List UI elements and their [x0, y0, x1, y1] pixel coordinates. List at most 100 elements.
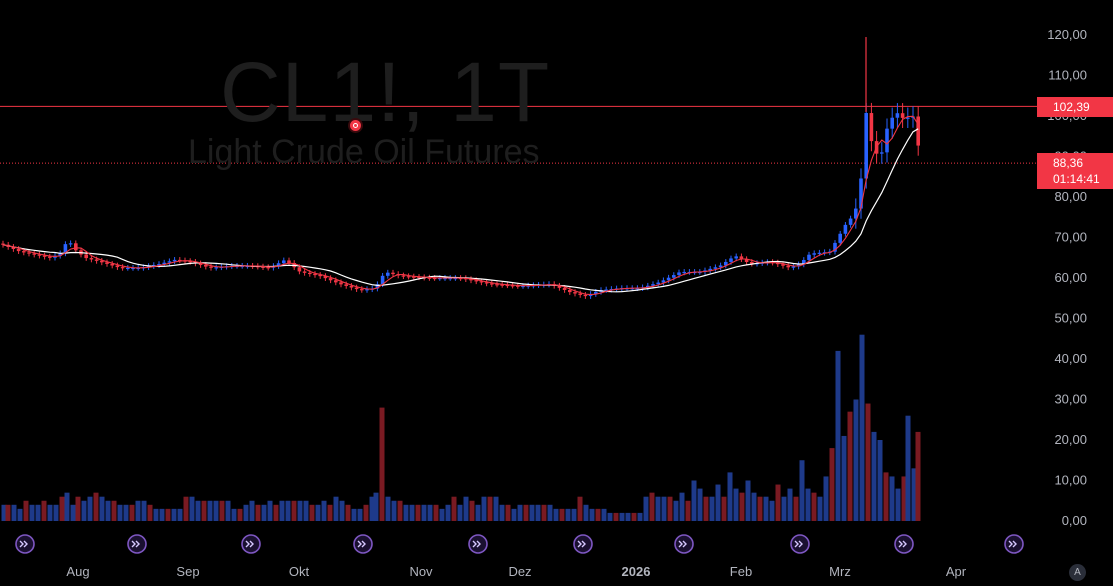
volume-bar [303, 500, 309, 521]
candle-body [484, 282, 489, 284]
dividend-arrow-icon[interactable] [1004, 534, 1024, 554]
candle-body [594, 291, 598, 294]
dividend-arrow-icon[interactable] [353, 534, 373, 554]
candle-body [583, 294, 588, 297]
candle-body [354, 287, 359, 290]
candle-body [906, 117, 910, 119]
candle-body [635, 288, 640, 290]
volume-bar [153, 508, 159, 521]
candle-body [651, 284, 655, 286]
candle-body [505, 284, 510, 287]
volume-bar [745, 480, 751, 521]
news-event-icon[interactable] [350, 120, 361, 131]
volume-bar [487, 496, 493, 521]
volume-bar [75, 496, 81, 521]
dividend-arrow-icon[interactable] [573, 534, 593, 554]
volume-bar [911, 468, 917, 521]
volume-bar [29, 504, 35, 521]
candle-body [474, 280, 478, 282]
event-marker-circle [894, 534, 914, 554]
candle-body [287, 260, 291, 264]
candle-body [812, 253, 816, 255]
y-tick-label: 120,00 [1047, 27, 1087, 42]
candle-body [713, 267, 718, 269]
current-price: 88,36 [1053, 156, 1084, 170]
candle-body [27, 252, 31, 254]
volume-bar [195, 500, 201, 521]
volume-bar [11, 504, 17, 521]
time-axis: Aug Sep Okt Nov Dez 2026 Feb Mrz Apr [66, 564, 966, 579]
volume-bar [333, 496, 339, 521]
dividend-arrow-icon[interactable] [241, 534, 261, 554]
candle-body [848, 218, 853, 225]
candle-body [781, 264, 785, 266]
symbol-watermark: CL1!, 1T [220, 45, 551, 139]
candle-body [495, 284, 499, 286]
volume-bar [17, 508, 23, 521]
y-tick-label: 20,00 [1054, 432, 1087, 447]
candle-body [120, 267, 125, 269]
event-marker-arrow [1008, 540, 1017, 548]
volume-bar [565, 508, 571, 521]
candle-body [313, 273, 317, 276]
event-marker-arrow [131, 540, 140, 548]
event-marker-arrow [898, 540, 907, 548]
candle-body [739, 256, 744, 260]
volume-bar [81, 500, 87, 521]
x-tick-label: Sep [176, 564, 199, 579]
y-tick-label: 60,00 [1054, 270, 1087, 285]
dividend-arrow-icon[interactable] [15, 534, 35, 554]
candle-body [209, 266, 213, 268]
dividend-arrow-icon[interactable] [790, 534, 810, 554]
candle-body [282, 260, 286, 264]
candle-body [729, 258, 733, 262]
volume-bar [171, 508, 177, 521]
volume-bar [583, 504, 589, 521]
candle-body [802, 259, 806, 265]
event-marker-circle [127, 534, 147, 554]
volume-bar [379, 407, 385, 521]
bar-countdown: 01:14:41 [1053, 172, 1100, 186]
candle-body [672, 275, 676, 278]
volume-bar [189, 496, 195, 521]
candle-body [510, 285, 515, 287]
candle-body [406, 276, 411, 278]
candle-body [214, 267, 218, 269]
candle-body [11, 246, 16, 250]
volume-bar [799, 460, 805, 521]
candle-body [900, 113, 905, 118]
event-marker-arrow [678, 540, 687, 548]
candle-body [360, 289, 364, 291]
y-tick-label: 0,00 [1062, 513, 1087, 528]
candle-body [261, 266, 265, 268]
volume-bar [703, 496, 709, 521]
event-marker-arrow [472, 540, 481, 548]
candle-body [94, 259, 99, 261]
volume-bar [363, 504, 369, 521]
volume-bar [613, 512, 619, 521]
volume-bar [775, 484, 781, 521]
volume-bar [255, 504, 261, 521]
volume-bar [571, 508, 577, 521]
volume-bar [64, 492, 70, 521]
event-marker-arrow [794, 540, 803, 548]
auto-scale-button[interactable]: A [1069, 564, 1086, 581]
dividend-arrow-icon[interactable] [674, 534, 694, 554]
volume-bar [757, 496, 763, 521]
volume-bar [781, 496, 787, 521]
candle-body [869, 113, 874, 142]
event-marker-circle [15, 534, 35, 554]
dividend-arrow-icon[interactable] [127, 534, 147, 554]
volume-bar [709, 496, 715, 521]
volume-bar [70, 504, 76, 521]
volume-bar [213, 500, 219, 521]
event-markers [15, 534, 1024, 554]
dividend-arrow-icon[interactable] [894, 534, 914, 554]
candle-body [843, 224, 848, 234]
dividend-arrow-icon[interactable] [468, 534, 488, 554]
instrument-name-watermark: Light Crude Oil Futures [188, 133, 540, 171]
volume-bar [291, 500, 297, 521]
candle-body [573, 292, 577, 294]
volume-bar [853, 399, 859, 521]
